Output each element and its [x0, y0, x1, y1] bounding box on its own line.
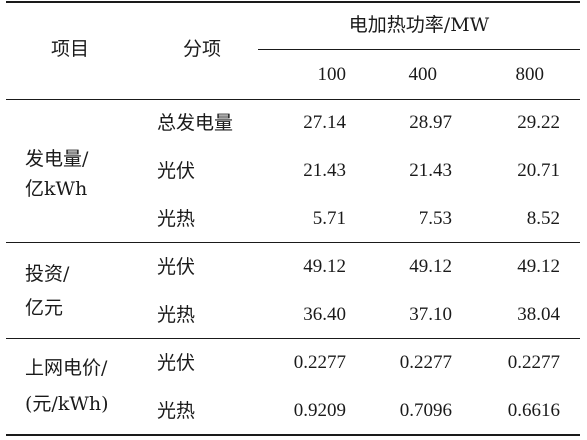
group-divider-2: [6, 338, 580, 339]
sub-item-label: 光热: [157, 208, 196, 230]
value-cell: 0.7096: [399, 400, 452, 421]
sub-item-label: 光热: [157, 400, 196, 422]
value-cell: 37.10: [409, 304, 452, 325]
header-group-title: 电加热功率/MW: [348, 14, 490, 36]
group-divider-1: [6, 242, 580, 243]
group-label-tariff-line1: 上网电价/: [25, 357, 108, 379]
value-cell: 21.43: [303, 160, 346, 181]
group-label-investment-line1: 投资/: [25, 263, 70, 285]
header-sub-rule: [258, 49, 580, 50]
bottom-rule: [6, 434, 580, 436]
value-cell: 49.12: [409, 256, 452, 277]
sub-item-label: 光伏: [157, 256, 196, 278]
group-label-generation-line2: 亿kWh: [25, 178, 88, 200]
group-label-tariff-line2: (元/kWh): [25, 393, 109, 415]
value-cell: 49.12: [303, 256, 346, 277]
value-cell: 0.2277: [399, 352, 452, 373]
value-cell: 28.97: [409, 112, 452, 133]
value-cell: 29.22: [517, 112, 560, 133]
group-label-investment-line2: 亿元: [25, 297, 64, 319]
sub-item-label: 光伏: [157, 352, 196, 374]
header-sub-item: 分项: [183, 38, 222, 60]
value-cell: 5.71: [312, 208, 346, 229]
value-cell: 38.04: [517, 304, 560, 325]
value-cell: 0.2277: [507, 352, 560, 373]
header-level-400: 400: [408, 64, 438, 85]
header-level-100: 100: [317, 64, 347, 85]
header-level-800: 800: [515, 64, 545, 85]
value-cell: 36.40: [303, 304, 346, 325]
value-cell: 27.14: [303, 112, 346, 133]
value-cell: 8.52: [526, 208, 560, 229]
header-bottom-rule: [6, 99, 580, 100]
sub-item-label: 光伏: [157, 160, 196, 182]
header-item: 项目: [51, 38, 90, 60]
value-cell: 21.43: [409, 160, 452, 181]
sub-item-label: 总发电量: [157, 112, 234, 134]
value-cell: 49.12: [517, 256, 560, 277]
value-cell: 0.2277: [293, 352, 346, 373]
value-cell: 0.9209: [293, 400, 346, 421]
sub-item-label: 光热: [157, 304, 196, 326]
group-label-generation-line1: 发电量/: [25, 148, 89, 170]
top-rule: [6, 1, 580, 3]
value-cell: 7.53: [418, 208, 452, 229]
value-cell: 20.71: [517, 160, 560, 181]
value-cell: 0.6616: [507, 400, 560, 421]
